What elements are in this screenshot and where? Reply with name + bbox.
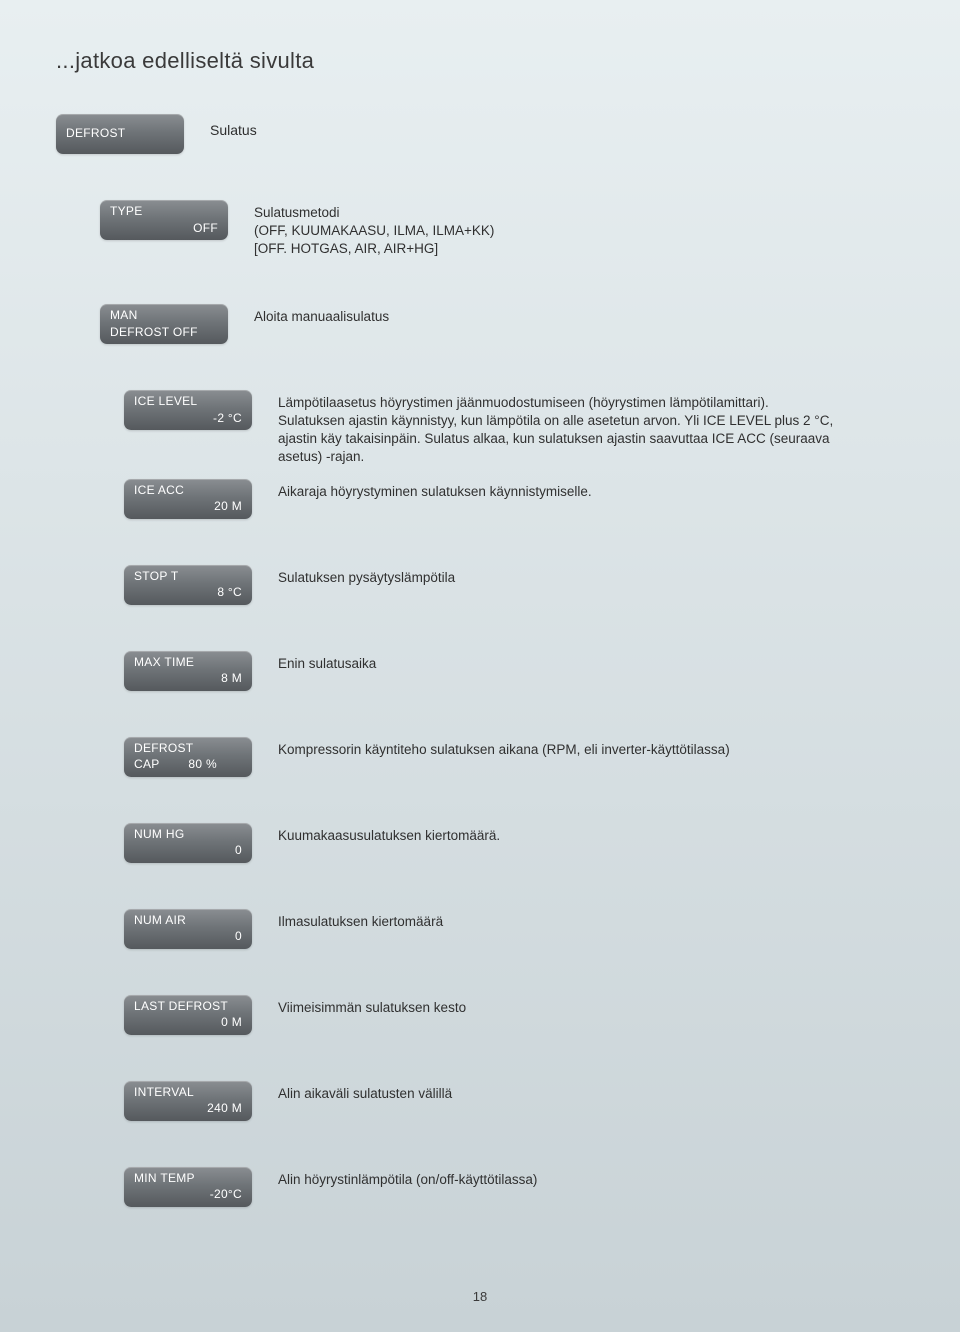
row-ice-acc: ICE ACC 20 M Aikaraja höyrystyminen sula… (124, 479, 904, 519)
interval-desc: Alin aikaväli sulatusten välillä (278, 1081, 452, 1103)
num-air-value: 0 (235, 930, 242, 943)
last-defrost-label: LAST DEFROST (134, 1000, 242, 1013)
defrost-label: DEFROST (66, 127, 174, 140)
page-number: 18 (0, 1289, 960, 1304)
min-temp-value: -20°C (210, 1188, 242, 1201)
ice-level-label: ICE LEVEL (134, 395, 242, 408)
defrost-section-label: Sulatus (210, 114, 257, 138)
interval-value: 240 M (207, 1102, 242, 1115)
max-time-value: 8 M (221, 672, 242, 685)
page-title: ...jatkoa edelliseltä sivulta (56, 48, 904, 74)
max-time-desc: Enin sulatusaika (278, 651, 376, 673)
type-value: OFF (193, 222, 218, 235)
ice-level-button[interactable]: ICE LEVEL -2 °C (124, 390, 252, 430)
stop-t-desc: Sulatuksen pysäytyslämpötila (278, 565, 455, 587)
man-defrost-button[interactable]: MAN DEFROST OFF (100, 304, 228, 344)
page-content: ...jatkoa edelliseltä sivulta DEFROST Su… (0, 0, 960, 1207)
row-stop-t: STOP T 8 °C Sulatuksen pysäytyslämpötila (124, 565, 904, 605)
ice-level-value: -2 °C (213, 412, 242, 425)
num-hg-desc: Kuumakaasusulatuksen kiertomäärä. (278, 823, 500, 845)
last-defrost-button[interactable]: LAST DEFROST 0 M (124, 995, 252, 1035)
row-min-temp: MIN TEMP -20°C Alin höyrystinlämpötila (… (124, 1167, 904, 1207)
interval-label: INTERVAL (134, 1086, 242, 1099)
num-hg-button[interactable]: NUM HG 0 (124, 823, 252, 863)
min-temp-desc: Alin höyrystinlämpötila (on/off-käyttöti… (278, 1167, 537, 1189)
row-defrost-cap: DEFROST CAP 80 % Kompressorin käyntiteho… (124, 737, 904, 777)
type-label: TYPE (110, 205, 218, 218)
man-value: DEFROST OFF (110, 326, 198, 339)
max-time-button[interactable]: MAX TIME 8 M (124, 651, 252, 691)
row-last-defrost: LAST DEFROST 0 M Viimeisimmän sulatuksen… (124, 995, 904, 1035)
stop-t-value: 8 °C (217, 586, 242, 599)
num-air-button[interactable]: NUM AIR 0 (124, 909, 252, 949)
row-max-time: MAX TIME 8 M Enin sulatusaika (124, 651, 904, 691)
interval-button[interactable]: INTERVAL 240 M (124, 1081, 252, 1121)
last-defrost-value: 0 M (221, 1016, 242, 1029)
row-interval: INTERVAL 240 M Alin aikaväli sulatusten … (124, 1081, 904, 1121)
ice-acc-button[interactable]: ICE ACC 20 M (124, 479, 252, 519)
type-button[interactable]: TYPE OFF (100, 200, 228, 240)
ice-level-desc: Lämpötilaasetus höyrystimen jäänmuodostu… (278, 390, 838, 466)
man-label: MAN (110, 309, 218, 322)
row-defrost: DEFROST Sulatus (56, 114, 904, 154)
defrost-cap-label: DEFROST (134, 742, 242, 755)
stop-t-label: STOP T (134, 570, 242, 583)
row-type: TYPE OFF Sulatusmetodi (OFF, KUUMAKAASU,… (100, 200, 904, 258)
num-hg-label: NUM HG (134, 828, 242, 841)
defrost-cap-desc: Kompressorin käyntiteho sulatuksen aikan… (278, 737, 730, 759)
row-num-hg: NUM HG 0 Kuumakaasusulatuksen kiertomäär… (124, 823, 904, 863)
stop-t-button[interactable]: STOP T 8 °C (124, 565, 252, 605)
type-desc: Sulatusmetodi (OFF, KUUMAKAASU, ILMA, IL… (254, 200, 494, 258)
max-time-label: MAX TIME (134, 656, 242, 669)
num-air-label: NUM AIR (134, 914, 242, 927)
row-man-defrost: MAN DEFROST OFF Aloita manuaalisulatus (100, 304, 904, 344)
ice-acc-label: ICE ACC (134, 484, 242, 497)
defrost-cap-button[interactable]: DEFROST CAP 80 % (124, 737, 252, 777)
row-num-air: NUM AIR 0 Ilmasulatuksen kiertomäärä (124, 909, 904, 949)
num-hg-value: 0 (235, 844, 242, 857)
num-air-desc: Ilmasulatuksen kiertomäärä (278, 909, 443, 931)
man-desc: Aloita manuaalisulatus (254, 304, 389, 326)
defrost-cap-value: CAP 80 % (134, 758, 217, 771)
min-temp-label: MIN TEMP (134, 1172, 242, 1185)
ice-acc-desc: Aikaraja höyrystyminen sulatuksen käynni… (278, 479, 592, 501)
last-defrost-desc: Viimeisimmän sulatuksen kesto (278, 995, 466, 1017)
ice-acc-value: 20 M (214, 500, 242, 513)
defrost-button[interactable]: DEFROST (56, 114, 184, 154)
row-ice-level: ICE LEVEL -2 °C Lämpötilaasetus höyrysti… (124, 390, 904, 466)
min-temp-button[interactable]: MIN TEMP -20°C (124, 1167, 252, 1207)
